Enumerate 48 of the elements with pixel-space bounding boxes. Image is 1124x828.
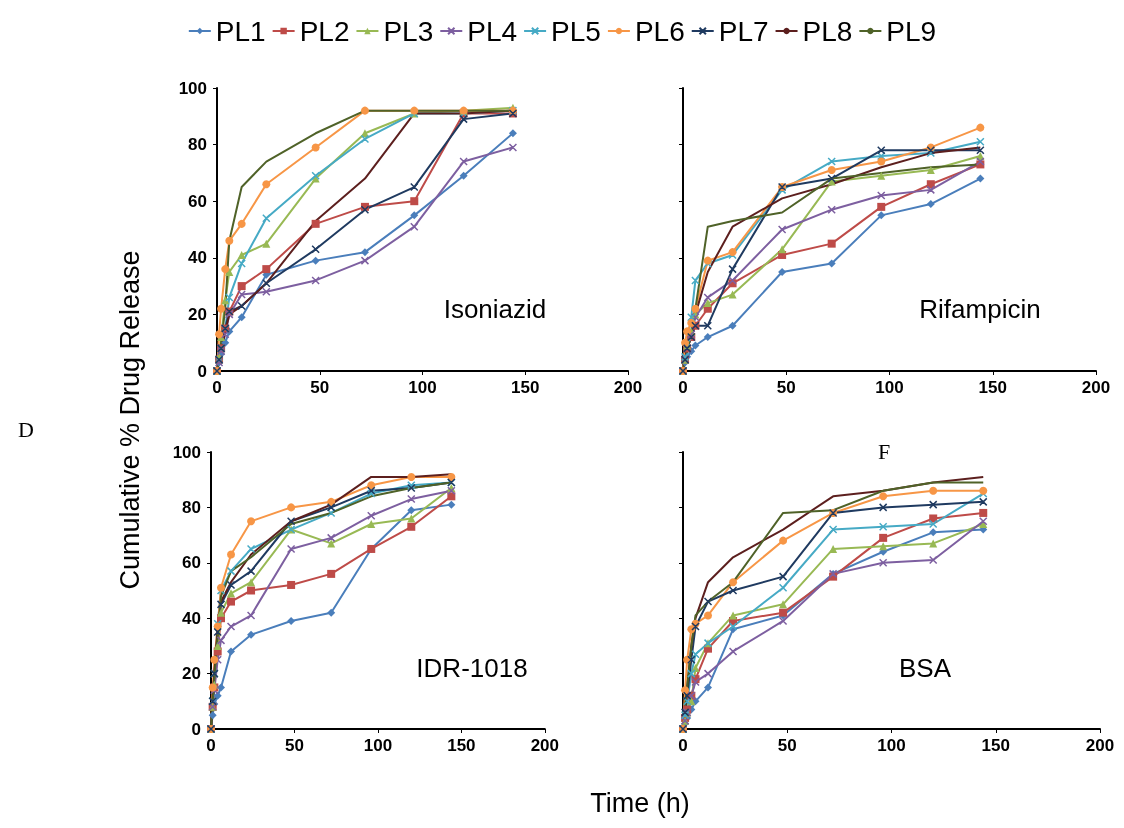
- legend-label: PL3: [383, 15, 434, 47]
- x-tick-label: 100: [408, 378, 437, 397]
- y-tick-label: 60: [188, 191, 207, 211]
- y-tick-label: 40: [188, 248, 207, 268]
- x-tick-label: 150: [981, 736, 1010, 755]
- text: BSA: [898, 653, 952, 683]
- y-tick-label: 20: [182, 664, 201, 684]
- x-tick-label: 50: [284, 736, 304, 755]
- x-tick-label: 0: [212, 378, 222, 397]
- x-tick-label: 50: [777, 736, 797, 755]
- y-tick-label: 40: [182, 608, 201, 628]
- x-tick-label: 200: [530, 736, 560, 755]
- x-tick-label: 50: [310, 378, 330, 397]
- y-tick-label: 80: [188, 135, 207, 155]
- text: IDR-1018: [416, 653, 528, 683]
- legend-label: PL9: [886, 15, 937, 47]
- x-tick-label: 150: [511, 378, 540, 397]
- text: Isoniazid: [443, 294, 547, 324]
- x-tick-label: 200: [1085, 736, 1115, 755]
- legend-label: PL2: [299, 15, 350, 47]
- y-tick-label: 20: [188, 304, 207, 324]
- legend-label: PL6: [634, 15, 685, 47]
- y-tick-label: 0: [191, 719, 201, 739]
- x-axis-title: Time (h): [590, 787, 690, 819]
- x-tick-label: 100: [363, 736, 393, 755]
- x-tick-label: 100: [875, 378, 904, 397]
- x-tick-label: 150: [978, 378, 1007, 397]
- y-tick-label: 100: [178, 78, 207, 98]
- y-tick-label: 80: [182, 497, 201, 517]
- text: D: [18, 416, 34, 442]
- y-tick-label: 100: [172, 442, 201, 462]
- x-tick-label: 200: [613, 378, 643, 397]
- legend-label: PL7: [718, 15, 769, 47]
- x-tick-label: 50: [776, 378, 796, 397]
- x-tick-label: 150: [447, 736, 476, 755]
- x-tick-label: 100: [877, 736, 906, 755]
- y-axis-title: Cumulative % Drug Release: [114, 250, 146, 590]
- annotation: F: [878, 438, 891, 464]
- x-tick-label: 200: [1081, 378, 1111, 397]
- x-tick-label: 0: [678, 736, 688, 755]
- legend-label: PL1: [215, 15, 266, 47]
- y-tick-label: 0: [197, 361, 207, 381]
- y-tick-label: 60: [182, 553, 201, 573]
- legend-label: PL8: [802, 15, 853, 47]
- legend-label: PL5: [551, 15, 601, 47]
- legend-label: PL4: [467, 15, 518, 47]
- text: Rifampicin: [919, 294, 1041, 324]
- x-tick-label: 0: [678, 378, 688, 397]
